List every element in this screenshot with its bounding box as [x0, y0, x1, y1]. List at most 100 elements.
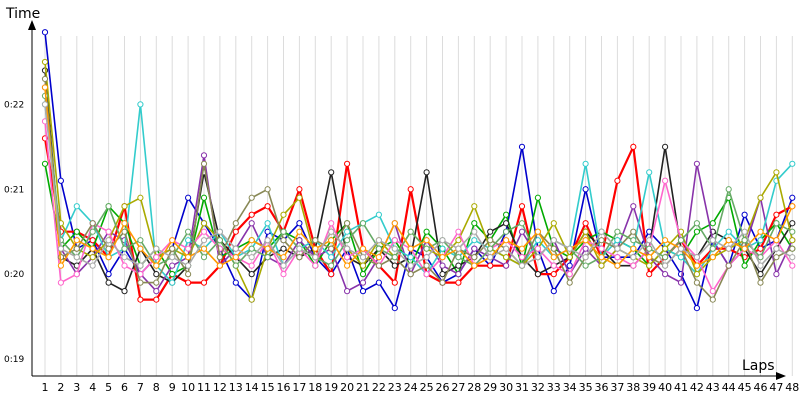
data-point — [296, 220, 303, 227]
data-point — [582, 220, 589, 227]
data-point — [232, 254, 239, 261]
data-point — [312, 245, 319, 252]
data-point — [662, 143, 669, 150]
data-point — [296, 194, 303, 201]
data-point — [550, 262, 557, 269]
series-10 — [41, 92, 796, 269]
data-point — [423, 169, 430, 176]
data-point — [789, 160, 796, 167]
data-point — [296, 237, 303, 244]
data-point — [566, 245, 573, 252]
data-point — [105, 237, 112, 244]
data-point — [773, 245, 780, 252]
x-tick-label: 34 — [563, 381, 577, 394]
data-point — [89, 254, 96, 261]
data-point — [200, 237, 208, 244]
data-point — [646, 262, 653, 269]
data-point — [709, 220, 716, 227]
x-tick-label: 26 — [436, 381, 450, 394]
series-11 — [41, 84, 796, 269]
data-point — [614, 177, 621, 184]
data-point — [344, 245, 351, 252]
data-point — [423, 254, 430, 261]
x-tick-label: 33 — [547, 381, 561, 394]
data-point — [344, 262, 351, 269]
data-point — [582, 160, 589, 167]
data-point — [741, 245, 748, 252]
x-tick-label: 24 — [404, 381, 418, 394]
data-point — [677, 245, 685, 252]
data-point — [455, 279, 462, 286]
data-point — [359, 271, 367, 278]
data-point — [471, 254, 478, 261]
data-point — [789, 228, 796, 235]
data-point — [185, 245, 192, 252]
data-point — [216, 262, 223, 269]
data-point — [677, 254, 685, 261]
data-point — [280, 262, 287, 269]
x-tick-label: 38 — [626, 381, 640, 394]
data-point — [391, 279, 398, 286]
data-point — [757, 279, 764, 286]
x-tick-label: 37 — [610, 381, 624, 394]
data-point — [614, 262, 621, 269]
data-point — [503, 254, 510, 261]
data-point — [646, 169, 653, 176]
data-point — [328, 169, 335, 176]
data-point — [391, 304, 398, 312]
data-point — [487, 254, 494, 261]
data-point — [344, 254, 351, 261]
data-point — [280, 271, 287, 278]
x-tick-label: 43 — [706, 381, 720, 394]
data-point — [41, 84, 49, 91]
x-tick-label: 18 — [308, 381, 322, 394]
data-point — [105, 271, 112, 278]
data-point — [550, 220, 557, 227]
x-tick-label: 2 — [57, 381, 64, 394]
data-point — [41, 58, 49, 66]
data-point — [423, 228, 430, 235]
y-tick-label: 0:20 — [4, 270, 24, 280]
x-tick-label: 32 — [531, 381, 545, 394]
data-point — [630, 228, 637, 235]
x-tick-label: 23 — [388, 381, 402, 394]
x-tick-label: 35 — [579, 381, 593, 394]
data-point — [328, 237, 335, 244]
data-point — [471, 203, 478, 210]
data-point — [296, 254, 303, 261]
data-point — [709, 296, 716, 303]
data-point — [57, 177, 65, 184]
data-point — [375, 211, 382, 218]
data-point — [503, 211, 510, 218]
data-point — [89, 245, 96, 252]
data-point — [232, 245, 239, 252]
data-point — [423, 237, 430, 244]
data-point — [582, 254, 589, 261]
data-point — [630, 143, 637, 150]
data-point — [614, 237, 621, 244]
data-point — [534, 237, 542, 244]
data-point — [693, 279, 701, 286]
x-tick-label: 22 — [372, 381, 386, 394]
data-point — [200, 160, 208, 167]
x-tick-label: 48 — [785, 381, 799, 394]
data-point — [153, 279, 160, 286]
data-point — [185, 279, 192, 286]
data-point — [773, 237, 780, 244]
data-point — [693, 262, 701, 269]
data-point — [169, 279, 176, 286]
data-point — [375, 279, 382, 286]
data-point — [359, 288, 367, 295]
y-tick-label: 0:21 — [4, 185, 24, 195]
data-point — [391, 254, 398, 261]
data-point — [550, 271, 557, 278]
x-tick-label: 16 — [277, 381, 291, 394]
data-point — [503, 245, 510, 252]
data-point — [471, 228, 478, 235]
y-tick-labels: 0:19 0:20 0:21 0:22 — [4, 100, 24, 365]
data-point — [375, 237, 382, 244]
data-point — [328, 254, 335, 261]
data-point — [471, 262, 478, 269]
data-point — [789, 245, 796, 252]
